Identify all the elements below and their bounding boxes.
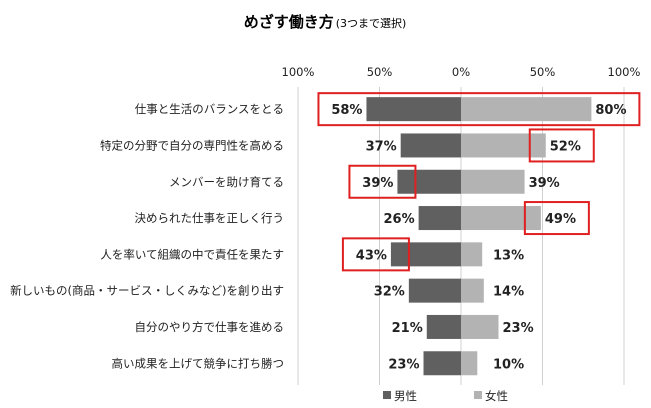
data-label-female: 14%: [493, 285, 524, 300]
bar-female: [461, 133, 546, 158]
data-label-male: 39%: [362, 176, 393, 191]
data-label-female: 13%: [493, 248, 524, 263]
value-labels: 58% 80% 37% 52% 39% 39% 26% 49% 43% 13% 32% 14% 21% 2…: [331, 103, 626, 372]
bar-female: [461, 351, 478, 376]
axis-ticks: 100% 50% 0% 50% 100%: [282, 65, 641, 79]
category-label: 仕事と生活のバランスをとる: [135, 102, 284, 116]
category-label: 自分のやり方で仕事を進める: [135, 320, 285, 334]
category-label: 新しいもの(商品・サービス・しくみなど)を創り出す: [10, 284, 284, 298]
highlight-box: [523, 201, 590, 236]
legend-swatch-female: [474, 391, 482, 399]
bar-female: [461, 97, 592, 122]
bar-male: [390, 242, 461, 267]
bar-female: [461, 278, 484, 303]
legend-label-male: 男性: [394, 389, 417, 403]
tick-label: 50%: [367, 65, 393, 79]
bar-male: [408, 278, 461, 303]
data-label-male: 43%: [356, 248, 387, 263]
data-label-male: 32%: [374, 285, 405, 300]
data-label-female: 49%: [545, 212, 576, 227]
bar-female: [461, 242, 483, 267]
grid-lines: [297, 87, 625, 385]
category-label: 特定の分野で自分の専門性を高める: [100, 138, 284, 152]
category-label: 高い成果を上げて競争に打ち勝つ: [112, 356, 285, 370]
highlight-box: [348, 164, 417, 199]
highlight-boxes: [317, 92, 641, 272]
data-label-male: 37%: [366, 139, 397, 154]
data-label-female: 52%: [550, 139, 581, 154]
bars: [366, 97, 592, 376]
tick-label: 100%: [608, 65, 641, 79]
category-label: 人を率いて組織の中で責任を果たす: [100, 247, 284, 261]
legend: 男性 女性: [383, 389, 508, 403]
data-label-female: 39%: [529, 176, 560, 191]
data-label-male: 26%: [383, 212, 414, 227]
bar-male: [418, 206, 461, 231]
data-label-male: 58%: [331, 103, 362, 118]
highlight-box: [528, 128, 595, 163]
bar-female: [461, 169, 525, 194]
tick-label: 0%: [452, 65, 470, 79]
chart-subtitle: (3つまで選択): [336, 16, 407, 30]
bar-female: [461, 206, 541, 231]
chart-title: めざす働き方: [244, 13, 334, 31]
legend-swatch-male: [383, 391, 391, 399]
data-label-male: 23%: [388, 357, 419, 372]
data-label-female: 23%: [502, 321, 533, 336]
legend-label-female: 女性: [485, 389, 508, 403]
data-label-female: 80%: [595, 103, 626, 118]
bar-male: [423, 351, 461, 376]
category-label: メンバーを助け育てる: [169, 175, 284, 189]
highlight-box: [317, 92, 641, 127]
tick-label: 50%: [530, 65, 556, 79]
category-labels: 仕事と生活のバランスをとる特定の分野で自分の専門性を高めるメンバーを助け育てる決…: [10, 102, 284, 370]
bar-male: [397, 169, 461, 194]
bar-male: [426, 314, 461, 339]
bar-female: [461, 314, 499, 339]
chart-title-group: めざす働き方 (3つまで選択): [244, 13, 407, 31]
data-label-male: 21%: [392, 321, 423, 336]
highlight-box: [341, 237, 410, 272]
tick-label: 100%: [282, 65, 315, 79]
bar-male: [400, 133, 461, 158]
data-label-female: 10%: [493, 357, 524, 372]
bar-male: [366, 97, 461, 122]
category-label: 決められた仕事を正しく行う: [135, 211, 285, 225]
